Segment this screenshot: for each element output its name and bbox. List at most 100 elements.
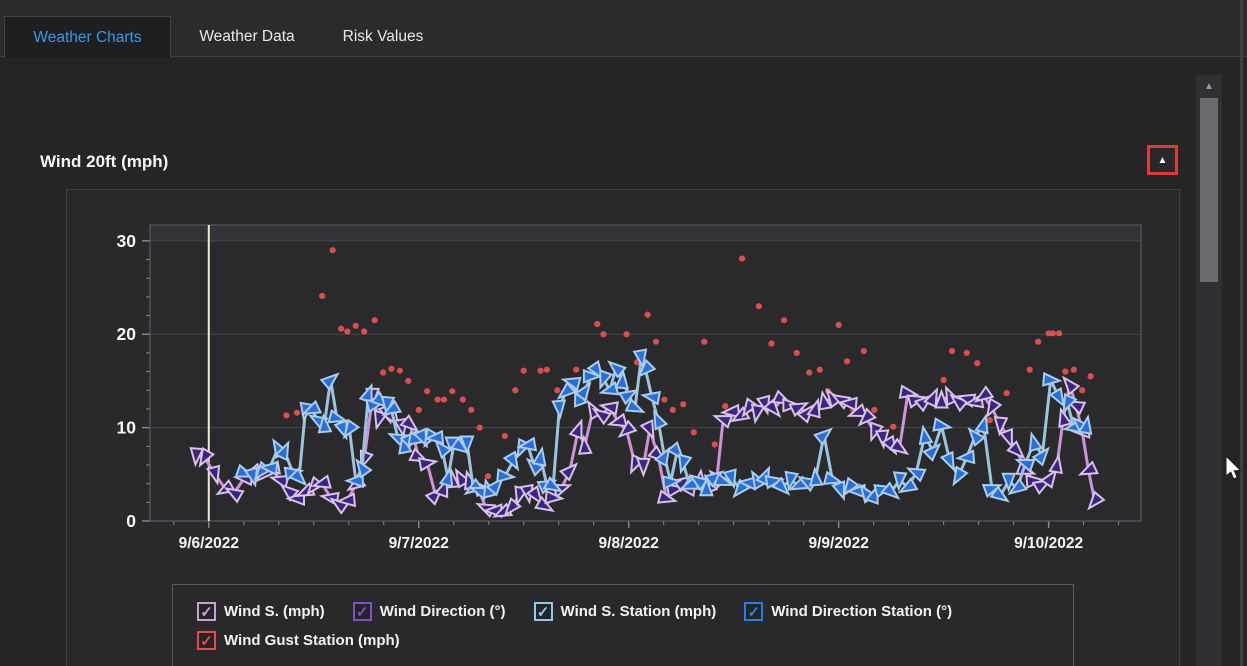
wind-direction-arrow [713, 472, 735, 487]
wind-direction-arrow [922, 442, 942, 462]
x-axis-label: 9/8/2022 [599, 535, 659, 552]
wind-direction-arrow [662, 475, 683, 490]
wind-direction-arrow [198, 446, 216, 468]
gust-point [871, 406, 878, 413]
wind-direction-arrow [274, 440, 290, 462]
wind-direction-arrow [989, 485, 1011, 503]
wind-direction-arrow [288, 467, 308, 487]
wind-direction-arrow [1007, 477, 1028, 496]
gust-point [554, 387, 561, 394]
wind-direction-arrow [598, 401, 619, 416]
gust-point [948, 347, 956, 355]
legend-item-wind-s[interactable]: ✓ Wind S. (mph) [197, 602, 325, 621]
gust-point [652, 338, 660, 345]
scroll-up-icon: ▲ [1204, 80, 1214, 92]
checkbox-wind-s-station[interactable]: ✓ [533, 602, 553, 621]
gust-point [793, 349, 800, 357]
wind-direction-arrow [678, 453, 693, 475]
wind-direction-arrow [573, 381, 592, 403]
legend-item-wind-gust-station[interactable]: ✓ Wind Gust Station (mph) [197, 631, 400, 650]
wind-direction-arrow [343, 473, 364, 489]
gust-point [424, 388, 431, 395]
gust-point [283, 412, 290, 419]
gust-point [512, 387, 519, 394]
wind-direction-arrow [1048, 453, 1063, 475]
checkbox-wind-gust-station[interactable]: ✓ [197, 631, 216, 650]
gust-point [1035, 338, 1042, 345]
wind-direction-arrow [531, 445, 547, 467]
wind-direction-arrow [223, 487, 245, 504]
checkbox-wind-s[interactable]: ✓ [197, 602, 216, 621]
wind-direction-arrow [635, 457, 651, 478]
vertical-scrollbar[interactable]: ▲ [1196, 75, 1222, 666]
wind-direction-arrow [607, 360, 628, 379]
gust-point [860, 347, 867, 355]
legend-item-wind-direction[interactable]: ✓ Wind Direction (°) [352, 602, 506, 621]
window-edge-divider [1240, 0, 1243, 666]
wind-direction-arrow [653, 446, 671, 468]
legend-item-wind-direction-station[interactable]: ✓ Wind Direction Station (°) [744, 602, 952, 621]
wind-direction-arrow [1014, 458, 1036, 473]
scrollbar-up-button[interactable]: ▲ [1196, 75, 1222, 97]
legend-item-wind-s-station[interactable]: ✓ Wind S. Station (mph) [533, 602, 716, 621]
wind-direction-arrow [939, 450, 955, 472]
wind-direction-arrow [614, 369, 630, 390]
wind-direction-arrow [719, 403, 741, 419]
wind-direction-arrow [618, 388, 639, 406]
legend-label: Wind S. (mph) [224, 603, 325, 620]
gust-point [405, 377, 412, 385]
gust-point [843, 358, 851, 365]
gust-point [986, 417, 993, 424]
checkbox-wind-direction-station[interactable]: ✓ [744, 602, 764, 621]
wind-direction-arrow [1042, 371, 1063, 387]
collapse-section-button[interactable]: ▲ [1147, 145, 1178, 175]
wind-direction-arrow [525, 484, 544, 506]
wind-direction-arrow [438, 466, 454, 488]
wind-direction-arrow [268, 474, 290, 490]
gust-point [1062, 368, 1069, 375]
gust-point [806, 369, 813, 376]
wind-direction-arrow [1077, 460, 1099, 476]
wind-direction-arrow [973, 385, 995, 403]
tab-weather-data[interactable]: Weather Data [199, 27, 295, 45]
wind-direction-arrow [888, 437, 910, 455]
checkbox-wind-direction[interactable]: ✓ [352, 602, 372, 621]
wind-direction-arrow [599, 369, 614, 391]
legend-row: ✓ Wind Gust Station (mph) [197, 631, 1073, 650]
wind-direction-arrow [632, 348, 648, 370]
chevron-up-icon: ▲ [1157, 154, 1168, 166]
wind-direction-arrow [932, 417, 954, 432]
tab-risk-values[interactable]: Risk Values [342, 27, 424, 45]
gust-point [501, 432, 508, 440]
y-axis-label: 10 [117, 418, 137, 438]
gust-point [594, 320, 601, 328]
tab-weather-charts[interactable]: Weather Charts [4, 16, 171, 58]
gust-point [537, 367, 544, 374]
wind-chart-plot[interactable]: 0 10 20 30 9/6/2022 9/7/2022 9/8/2022 9/9/2022 9… [67, 190, 1181, 666]
wind-direction-arrow [399, 413, 420, 433]
gust-point [371, 317, 378, 324]
wind-direction-arrow [542, 476, 564, 493]
wind-direction-arrow [1058, 406, 1073, 428]
legend-label: Wind Direction Station (°) [771, 603, 953, 620]
wind-direction-arrow [974, 413, 989, 435]
scrollbar-thumb[interactable] [1200, 98, 1218, 282]
wind-direction-arrow [1077, 414, 1093, 435]
gust-point [484, 473, 492, 480]
wind-direction-arrow [750, 403, 766, 425]
wind-direction-arrow [993, 416, 1009, 437]
wind-direction-arrow [335, 492, 357, 508]
wind-direction-arrow [319, 372, 340, 391]
tab-bar: Weather Charts Weather Data Risk Values [0, 0, 1247, 58]
wind-direction-arrow [1040, 468, 1058, 489]
gust-point [974, 360, 981, 367]
wind-direction-arrow [954, 449, 976, 465]
gust-point [344, 328, 351, 335]
gust-point [476, 424, 483, 431]
tab-bar-divider [0, 56, 1247, 57]
gust-point [468, 406, 475, 413]
x-axis-label: 9/10/2022 [1014, 535, 1083, 552]
gust-point [755, 303, 762, 310]
gust-point [388, 365, 395, 372]
gust-point [963, 349, 970, 357]
